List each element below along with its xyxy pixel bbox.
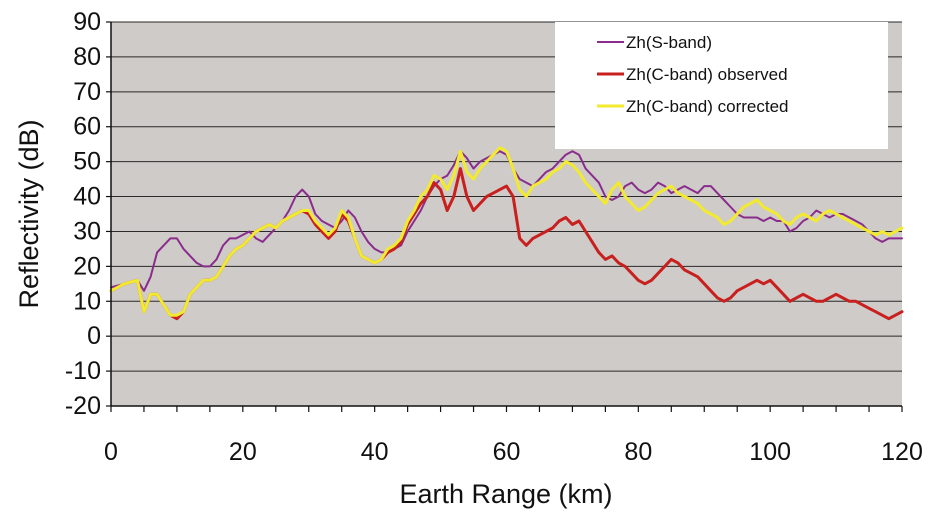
x-tick-label: 80 bbox=[624, 438, 652, 466]
grid-lines bbox=[111, 21, 902, 372]
legend-label: Zh(C-band) corrected bbox=[626, 97, 789, 116]
y-tick-label: -10 bbox=[65, 357, 101, 385]
y-axis-title: Reflectivity (dB) bbox=[14, 119, 44, 308]
y-tick-label: 0 bbox=[87, 322, 101, 350]
x-axis-title: Earth Range (km) bbox=[399, 479, 612, 509]
y-tick-label: 70 bbox=[73, 78, 101, 106]
series-lines bbox=[109, 146, 904, 321]
x-tick-label: 60 bbox=[493, 438, 521, 466]
y-tick-label: 40 bbox=[73, 183, 101, 211]
x-tick-label: 40 bbox=[361, 438, 389, 466]
legend-label: Zh(S-band) bbox=[626, 33, 712, 52]
y-tick-label: 50 bbox=[73, 148, 101, 176]
x-tick-label: 20 bbox=[229, 438, 257, 466]
x-tick-label: 0 bbox=[104, 438, 118, 466]
y-tick-label: -20 bbox=[65, 392, 101, 420]
legend-label: Zh(C-band) observed bbox=[626, 65, 788, 84]
y-tick-label: 30 bbox=[73, 217, 101, 245]
x-tick-label: 120 bbox=[881, 438, 923, 466]
y-tick-label: 60 bbox=[73, 113, 101, 141]
legend-box bbox=[555, 22, 888, 149]
y-tick-label: 20 bbox=[73, 252, 101, 280]
legend: Zh(S-band) Zh(C-band) observed Zh(C-band) … bbox=[555, 22, 888, 149]
y-tick-label: 10 bbox=[73, 287, 101, 315]
y-tick-label: 90 bbox=[73, 8, 101, 36]
series-line-2 bbox=[109, 146, 904, 317]
y-tick-label: 80 bbox=[73, 43, 101, 71]
x-tick-label: 100 bbox=[749, 438, 791, 466]
